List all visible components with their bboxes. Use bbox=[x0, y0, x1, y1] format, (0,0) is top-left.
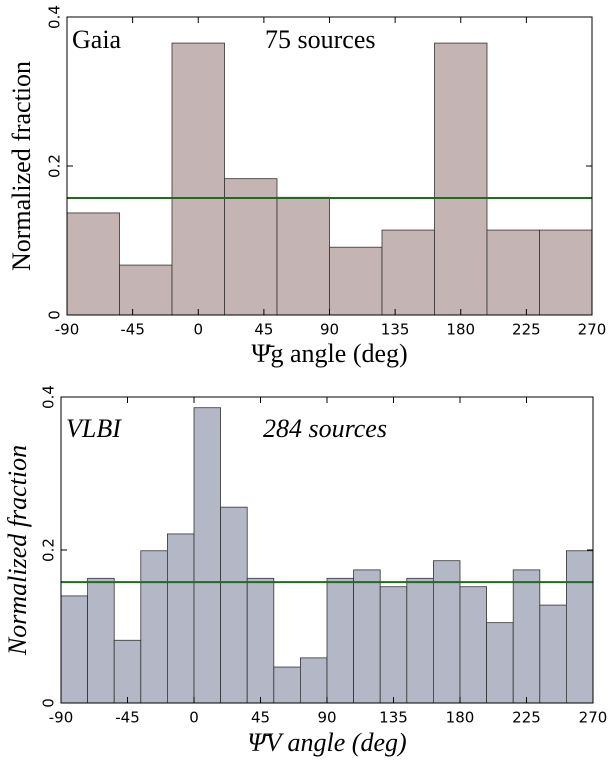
x-tick-label: 270 bbox=[578, 321, 607, 339]
y-tick-label: 0.4 bbox=[40, 385, 58, 409]
y-tick-label: 0.4 bbox=[46, 5, 64, 29]
bar bbox=[220, 506, 248, 704]
bar bbox=[166, 533, 195, 704]
bar bbox=[512, 569, 541, 704]
annotation: VLBI bbox=[66, 414, 122, 443]
bar bbox=[381, 229, 435, 316]
y-tick-label: 0 bbox=[40, 698, 58, 708]
bar bbox=[379, 586, 408, 704]
bar bbox=[119, 264, 173, 316]
y-axis-label: Normalized fraction bbox=[3, 445, 32, 656]
bar bbox=[566, 550, 594, 704]
x-tick-label: 0 bbox=[193, 321, 203, 339]
bar bbox=[353, 569, 381, 704]
x-axis-label: Ψ̄g angle (deg) bbox=[251, 339, 407, 368]
x-tick-label: 0 bbox=[189, 709, 199, 727]
x-tick-label: 225 bbox=[512, 709, 541, 727]
x-tick-label: 270 bbox=[579, 709, 608, 727]
x-tick-label: -45 bbox=[120, 321, 145, 339]
x-tick-label: 90 bbox=[320, 321, 339, 339]
x-tick-label: 135 bbox=[381, 321, 410, 339]
annotation: 284 sources bbox=[263, 414, 387, 443]
x-tick-label: -45 bbox=[115, 709, 140, 727]
y-axis-label: Normalized fraction bbox=[7, 61, 36, 271]
bar bbox=[171, 42, 225, 316]
x-tick-label: 45 bbox=[254, 321, 273, 339]
bar bbox=[87, 577, 115, 704]
x-tick-label: 135 bbox=[379, 709, 408, 727]
annotation: 75 sources bbox=[265, 25, 375, 54]
y-tick-label: 0.2 bbox=[40, 538, 58, 562]
x-tick-label: 90 bbox=[317, 709, 336, 727]
x-tick-label: 45 bbox=[251, 709, 270, 727]
bar bbox=[299, 657, 328, 704]
bar bbox=[276, 196, 330, 316]
bar bbox=[193, 407, 222, 704]
annotation: Gaia bbox=[72, 25, 122, 54]
x-tick-label: 180 bbox=[446, 321, 475, 339]
bar bbox=[486, 229, 540, 316]
bar bbox=[459, 586, 488, 704]
x-tick-label: -90 bbox=[55, 321, 80, 339]
x-axis-label: Ψ̄V angle (deg) bbox=[247, 728, 406, 757]
bar bbox=[224, 178, 278, 316]
bar bbox=[60, 595, 89, 704]
bar bbox=[273, 666, 301, 704]
bar bbox=[66, 212, 120, 316]
bar bbox=[539, 229, 593, 316]
bar bbox=[539, 604, 567, 704]
bar bbox=[246, 577, 275, 704]
bar bbox=[434, 42, 488, 316]
x-tick-label: -90 bbox=[49, 709, 74, 727]
bar bbox=[406, 577, 434, 704]
y-tick-label: 0 bbox=[46, 310, 64, 320]
y-tick-label: 0.2 bbox=[46, 154, 64, 178]
bar bbox=[486, 622, 514, 704]
bar bbox=[326, 577, 355, 704]
x-tick-label: 225 bbox=[512, 321, 541, 339]
bar bbox=[113, 639, 142, 704]
x-tick-label: 180 bbox=[446, 709, 475, 727]
bar bbox=[329, 246, 383, 316]
bar bbox=[140, 550, 168, 704]
